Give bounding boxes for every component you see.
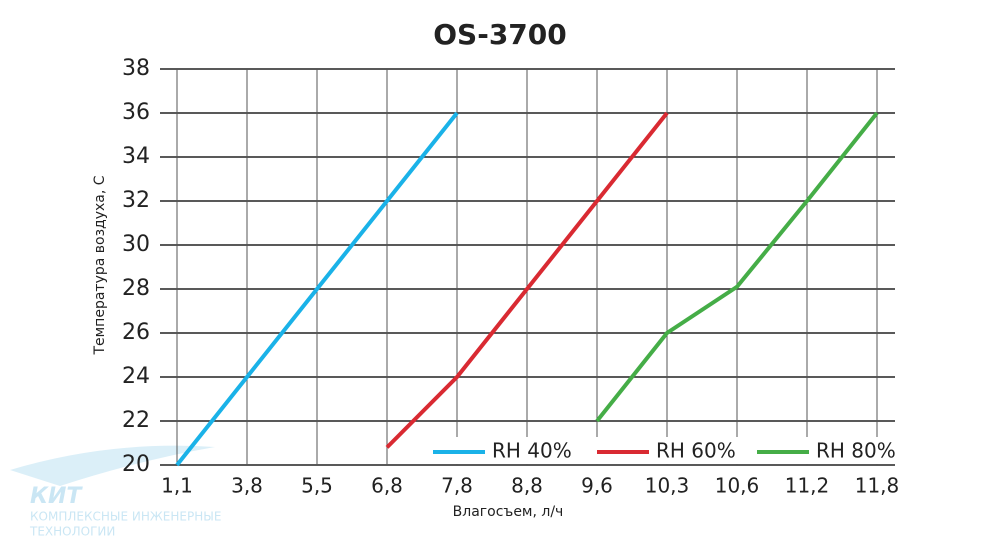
logo-shape	[10, 445, 215, 486]
legend: RH 40% RH 60% RH 80%	[425, 437, 896, 464]
y-tick-label: 38	[122, 56, 150, 81]
x-tick-label: 11,2	[785, 474, 830, 498]
x-tick-label: 9,6	[581, 474, 613, 498]
legend-label: RH 40%	[492, 439, 572, 463]
y-tick-label: 20	[122, 452, 150, 477]
legend-label: RH 80%	[816, 439, 896, 463]
logo-subtitle: ТЕХНОЛОГИИ	[29, 525, 115, 539]
x-tick-label: 3,8	[231, 474, 263, 498]
y-tick-label: 30	[122, 232, 150, 257]
logo-subtitle: КОМПЛЕКСНЫЕ ИНЖЕНЕРНЫЕ	[30, 510, 221, 524]
legend-background	[425, 437, 895, 464]
x-tick-label: 7,8	[441, 474, 473, 498]
logo-name: КИТ	[30, 484, 83, 509]
series-line	[385, 111, 669, 449]
x-tick-label: 10,3	[645, 474, 690, 498]
logo: КИТ КОМПЛЕКСНЫЕ ИНЖЕНЕРНЫЕ ТЕХНОЛОГИИ	[10, 445, 221, 539]
x-tick-label: 8,8	[511, 474, 543, 498]
series-line	[595, 111, 879, 423]
x-tick-label: 6,8	[371, 474, 403, 498]
y-tick-label: 28	[122, 276, 150, 301]
x-tick-label: 5,5	[301, 474, 333, 498]
x-tick-label: 11,8	[855, 474, 900, 498]
y-tick-label: 22	[122, 408, 150, 433]
series-line	[175, 111, 459, 467]
y-tick-label: 34	[122, 144, 150, 169]
x-axis-label: Влагосъем, л/ч	[453, 504, 564, 520]
y-tick-label: 26	[122, 320, 150, 345]
x-tick-label: 10,6	[715, 474, 760, 498]
x-tick-label: 1,1	[161, 474, 193, 498]
y-tick-label: 36	[122, 100, 150, 125]
chart-title: OS-3700	[433, 18, 567, 51]
y-tick-label: 32	[122, 188, 150, 213]
y-tick-label: 24	[122, 364, 150, 389]
legend-label: RH 60%	[656, 439, 736, 463]
y-axis-label: Температура воздуха, С	[92, 175, 108, 355]
